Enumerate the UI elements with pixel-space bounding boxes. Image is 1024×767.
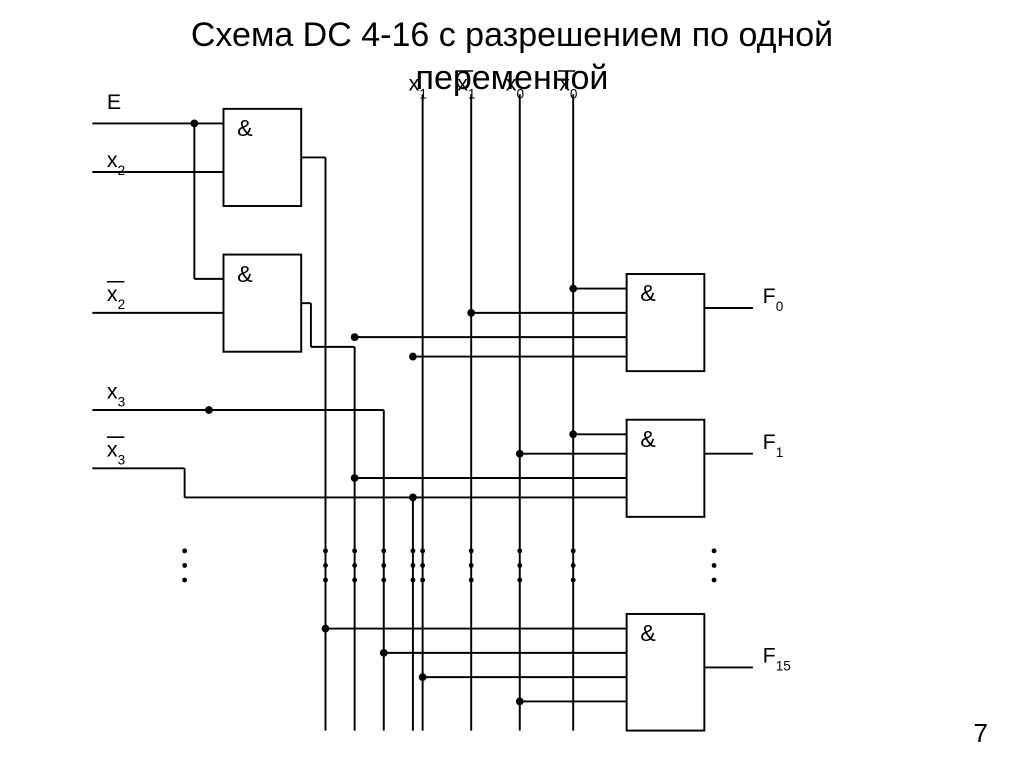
signal-label: x3 <box>107 379 125 409</box>
gate-symbol: & <box>640 620 656 646</box>
signal-label: x1 <box>409 71 427 101</box>
svg-text:x1: x1 <box>409 71 427 101</box>
gate-symbol: & <box>640 426 656 452</box>
svg-text:x2: x2 <box>107 148 125 178</box>
signal-label: F1 <box>763 430 784 460</box>
svg-text:x1: x1 <box>457 71 475 101</box>
gate-symbol: & <box>640 280 656 306</box>
signal-label: x3 <box>107 437 125 467</box>
signal-label: F15 <box>763 644 791 674</box>
svg-text:F15: F15 <box>763 644 791 674</box>
signal-label: x2 <box>107 282 125 312</box>
page-number: 7 <box>974 718 988 749</box>
gate-symbol: & <box>237 115 253 141</box>
svg-text:x3: x3 <box>107 379 125 409</box>
svg-text:x3: x3 <box>107 438 125 467</box>
gate-symbol: & <box>237 261 253 287</box>
signal-label: x0 <box>558 71 578 101</box>
signal-label: x2 <box>107 148 125 178</box>
signal-label: E <box>107 90 121 114</box>
title-line-1: Схема DC 4-16 с разрешением по одной <box>191 16 833 54</box>
svg-text:x2: x2 <box>107 282 125 312</box>
signal-label: x1 <box>456 71 476 101</box>
signal-label: x0 <box>506 71 525 101</box>
decoder-circuit-diagram: & & & & & Ex2 x2 x3 x3 F0 F1 F15 x1 x1 x0 x0 <box>0 70 1024 750</box>
svg-text:x0: x0 <box>506 71 525 101</box>
svg-text:x0: x0 <box>559 71 578 101</box>
svg-text:F0: F0 <box>763 284 784 314</box>
svg-text:E: E <box>107 90 121 114</box>
svg-text:F1: F1 <box>763 430 784 460</box>
signal-label: F0 <box>763 284 784 314</box>
